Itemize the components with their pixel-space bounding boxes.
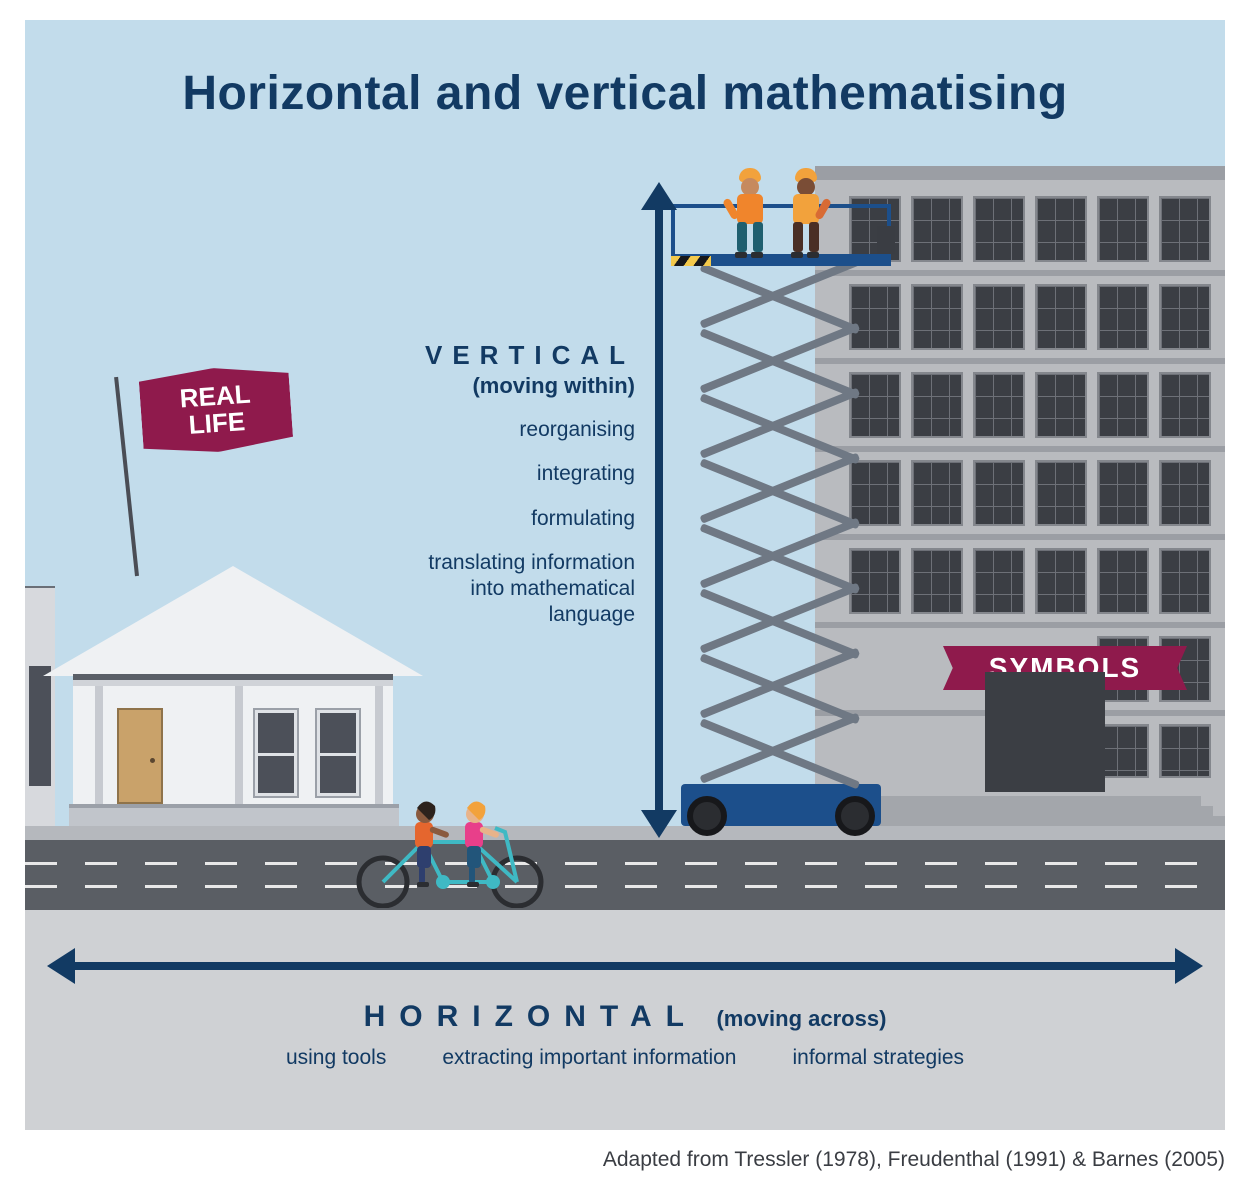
curb bbox=[25, 826, 1225, 840]
horizontal-item: extracting important information bbox=[442, 1046, 736, 1069]
symbols-building: SYMBOLS bbox=[815, 166, 1225, 826]
vertical-item: reorganising bbox=[395, 417, 635, 443]
horizontal-item: informal strategies bbox=[792, 1046, 964, 1069]
real-life-flag: REAL LIFE bbox=[138, 363, 293, 457]
horizontal-item: using tools bbox=[286, 1046, 386, 1069]
infographic-canvas: Horizontal and vertical mathematising RE… bbox=[25, 20, 1225, 1130]
main-title: Horizontal and vertical mathematising bbox=[25, 66, 1225, 121]
vertical-item: translating information into mathematica… bbox=[395, 550, 635, 629]
vertical-item: formulating bbox=[395, 506, 635, 532]
horizontal-arrow bbox=[65, 962, 1185, 970]
flagpole bbox=[114, 377, 139, 576]
vertical-item: integrating bbox=[395, 461, 635, 487]
tandem-bicycle bbox=[345, 778, 555, 908]
building-stairs bbox=[785, 792, 1225, 826]
building-door bbox=[985, 672, 1105, 792]
horizontal-heading: HORIZONTAL bbox=[364, 1000, 698, 1034]
vertical-arrow bbox=[655, 200, 663, 820]
lift-worker bbox=[729, 168, 769, 254]
vertical-label-block: VERTICAL (moving within) reorganising int… bbox=[395, 340, 635, 629]
attribution: Adapted from Tressler (1978), Freudentha… bbox=[25, 1148, 1225, 1172]
flag-line2: LIFE bbox=[188, 406, 246, 440]
horizontal-sub: (moving across) bbox=[716, 1006, 886, 1032]
vertical-sub: (moving within) bbox=[395, 373, 635, 399]
horizontal-label-block: HORIZONTAL (moving across) using tools ex… bbox=[25, 1000, 1225, 1070]
vertical-heading: VERTICAL bbox=[395, 340, 635, 371]
road bbox=[25, 840, 1225, 910]
